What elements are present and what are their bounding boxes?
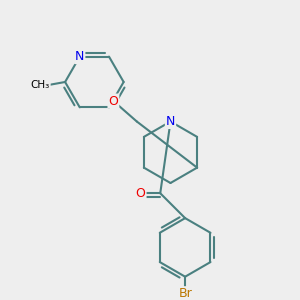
Text: N: N — [166, 115, 175, 128]
Text: N: N — [75, 50, 84, 63]
Text: Br: Br — [178, 287, 192, 300]
Text: O: O — [109, 94, 118, 107]
Text: CH₃: CH₃ — [31, 80, 50, 90]
Text: O: O — [136, 187, 146, 200]
